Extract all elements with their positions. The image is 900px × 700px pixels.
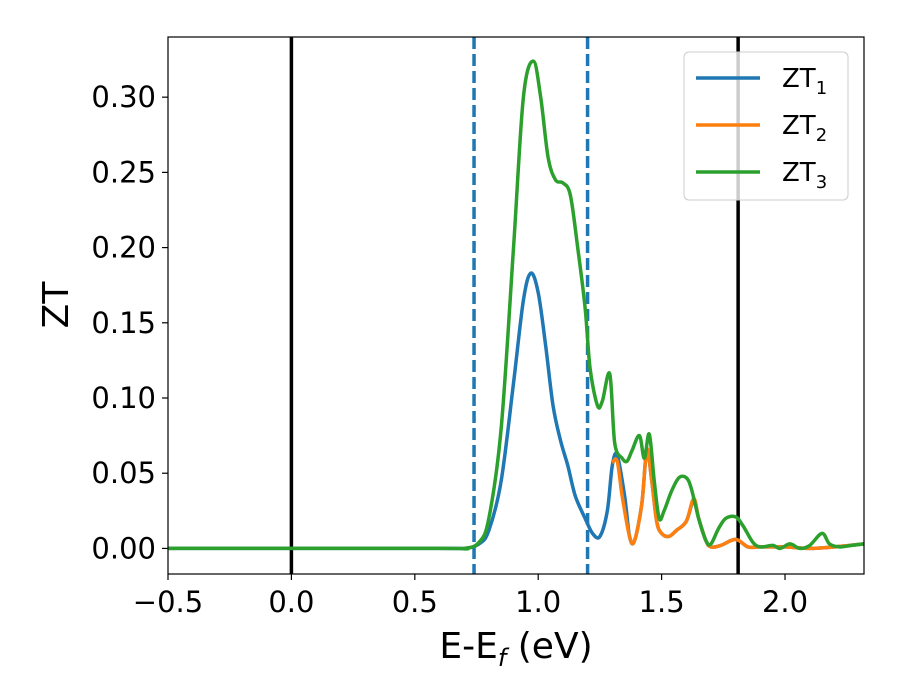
x-axis-label: E-Ef (eV) <box>439 626 592 672</box>
series-line-zt3 <box>168 59 864 551</box>
x-tick-label: 0.0 <box>268 585 314 619</box>
x-axis-label-tail: (eV) <box>506 626 592 667</box>
legend-label-zt2: ZT2 <box>782 111 827 146</box>
legend-label-zt1: ZT1 <box>782 64 827 99</box>
x-tick-label: 1.0 <box>515 585 561 619</box>
x-tick-label: 0.5 <box>392 585 438 619</box>
y-tick-label: 0.20 <box>91 231 156 265</box>
y-axis-ticks: 0.00 0.05 0.10 0.15 0.20 0.25 0.30 <box>91 80 168 565</box>
plot-frame <box>167 36 865 575</box>
y-tick-label: 0.25 <box>91 155 156 189</box>
y-tick-label: 0.30 <box>91 80 156 114</box>
legend: ZT1 ZT2 ZT3 <box>683 51 849 201</box>
y-tick-label: 0.05 <box>91 456 156 490</box>
y-tick-label: 0.00 <box>91 531 156 565</box>
x-tick-label: −0.5 <box>133 585 203 619</box>
x-tick-label: 1.5 <box>639 585 685 619</box>
legend-box <box>683 51 849 201</box>
y-axis-label: ZT <box>36 281 77 329</box>
legend-label-zt3: ZT3 <box>782 158 827 193</box>
x-tick-label: 2.0 <box>762 585 808 619</box>
y-tick-label: 0.15 <box>91 306 156 340</box>
x-axis-label-main: E-E <box>439 626 497 667</box>
series-lines <box>168 59 864 551</box>
y-tick-label: 0.10 <box>91 381 156 415</box>
x-axis-ticks: −0.5 0.0 0.5 1.0 1.5 2.0 <box>133 574 808 619</box>
series-line-zt1 <box>168 271 864 551</box>
